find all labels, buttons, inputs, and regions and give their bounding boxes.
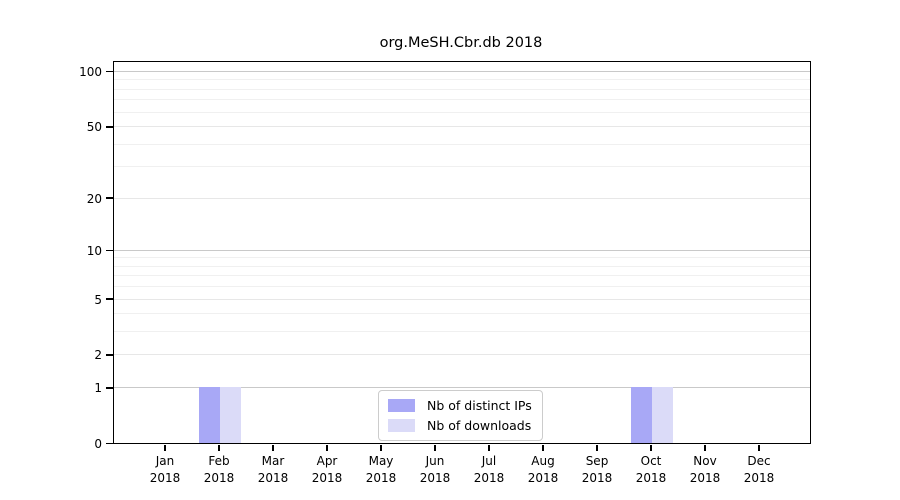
- y-axis-tick: [106, 354, 113, 356]
- x-axis-tick-label: Jul 2018: [473, 454, 505, 485]
- minor-gridline: [114, 88, 810, 90]
- minor-gridline: [114, 99, 810, 101]
- x-axis-tick: [164, 445, 166, 452]
- y-axis-tick-label: 5: [94, 292, 102, 307]
- minor-gridline: [114, 257, 810, 259]
- plot-area: [113, 61, 811, 444]
- y-axis-tick-label: 0: [94, 437, 102, 451]
- mid-gridline: [114, 126, 810, 128]
- major-gridline: [114, 71, 810, 73]
- x-axis-tick-label: Sep 2018: [581, 454, 613, 485]
- legend-label-downloads: Nb of downloads: [427, 418, 532, 433]
- x-axis-tick-label: Mar 2018: [257, 454, 289, 485]
- y-axis-tick: [106, 70, 113, 73]
- y-axis-tick-label: 1: [94, 381, 102, 396]
- chart-title: org.MeSH.Cbr.db 2018: [379, 35, 543, 51]
- minor-gridline: [114, 265, 810, 267]
- major-gridline: [114, 249, 810, 251]
- minor-gridline: [114, 286, 810, 288]
- minor-gridline: [114, 143, 810, 145]
- x-axis-tick: [218, 445, 220, 452]
- bar-downloads-feb: [220, 387, 241, 443]
- legend-label-distinct-ips: Nb of distinct IPs: [427, 398, 532, 413]
- x-axis-tick: [380, 445, 382, 452]
- x-axis-tick: [326, 445, 328, 452]
- y-axis-tick-label: 20: [86, 191, 102, 206]
- legend: Nb of distinct IPs Nb of downloads: [378, 390, 543, 441]
- x-axis-tick: [704, 445, 706, 452]
- y-axis-tick-label: 2: [94, 348, 102, 363]
- minor-gridline: [114, 331, 810, 333]
- y-axis-tick: [106, 442, 113, 445]
- minor-gridline: [114, 111, 810, 113]
- legend-item-distinct-ips: Nb of distinct IPs: [388, 398, 532, 413]
- y-axis-tick: [106, 386, 113, 389]
- x-axis-tick-label: Jan 2018: [149, 454, 181, 485]
- x-axis-tick: [272, 445, 274, 452]
- x-axis-tick-label: May 2018: [365, 454, 397, 485]
- major-gridline: [114, 387, 810, 389]
- mid-gridline: [114, 354, 810, 356]
- minor-gridline: [114, 166, 810, 168]
- legend-swatch-distinct-ips: [388, 399, 415, 412]
- mid-gridline: [114, 197, 810, 199]
- x-axis-tick: [488, 445, 490, 452]
- x-axis-tick: [542, 445, 544, 452]
- y-axis-tick: [106, 249, 113, 252]
- minor-gridline: [114, 313, 810, 315]
- x-axis-tick: [434, 445, 436, 452]
- x-axis-tick-label: Oct 2018: [635, 454, 667, 485]
- bar-distinct-ips-oct: [631, 387, 652, 443]
- y-axis-tick-label: 100: [79, 65, 102, 80]
- legend-item-downloads: Nb of downloads: [388, 418, 532, 433]
- x-axis-tick-label: Apr 2018: [311, 454, 343, 485]
- x-axis-tick-label: Jun 2018: [419, 454, 451, 485]
- x-axis-tick-label: Dec 2018: [743, 454, 775, 485]
- y-axis-tick: [106, 298, 113, 300]
- y-axis-tick: [106, 125, 113, 128]
- bar-downloads-oct: [652, 387, 673, 443]
- mid-gridline: [114, 298, 810, 300]
- minor-gridline: [114, 79, 810, 81]
- bar-distinct-ips-feb: [199, 387, 220, 443]
- minor-gridline: [114, 275, 810, 277]
- legend-swatch-downloads: [388, 419, 415, 432]
- y-axis-tick: [106, 197, 113, 200]
- x-axis-tick: [650, 445, 652, 452]
- x-axis-tick-label: Aug 2018: [527, 454, 559, 485]
- y-axis-tick-label: 10: [86, 243, 102, 258]
- x-axis-tick: [758, 445, 760, 452]
- x-axis-tick: [596, 445, 598, 452]
- y-axis-tick-label: 50: [86, 120, 102, 135]
- x-axis-tick-label: Nov 2018: [689, 454, 721, 485]
- x-axis-tick-label: Feb 2018: [203, 454, 235, 485]
